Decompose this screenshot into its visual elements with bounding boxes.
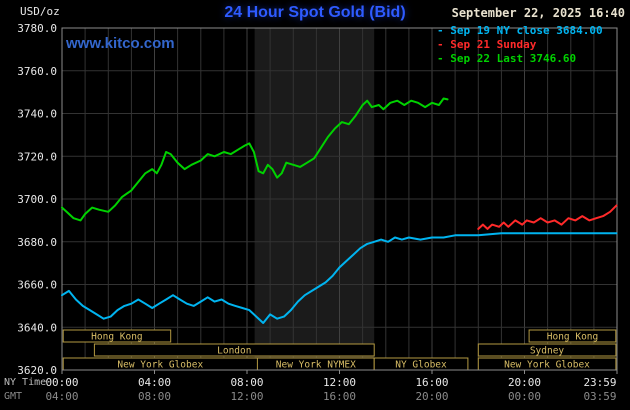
x-tick-label-gmt: 03:59 bbox=[583, 390, 616, 403]
session-label: New York NYMEX bbox=[276, 360, 356, 371]
session-box bbox=[477, 343, 617, 357]
page-title: 24 Hour Spot Gold (Bid) bbox=[224, 4, 406, 21]
y-tick-label: 3700.0 bbox=[17, 193, 57, 206]
ny-time-axis-caption: NY Time bbox=[4, 377, 47, 388]
session-box bbox=[93, 343, 375, 357]
legend-item-sep19: - Sep 19 NY close 3684.00 bbox=[437, 24, 603, 37]
x-tick-label-gmt: 00:00 bbox=[508, 390, 541, 403]
session-box bbox=[62, 329, 172, 343]
session-label: Sydney bbox=[530, 346, 565, 357]
price-line-sep-22-last bbox=[61, 97, 449, 222]
session-box bbox=[528, 329, 617, 343]
price-line-sep-19-ny-close bbox=[61, 232, 618, 324]
x-tick-label-gmt: 12:00 bbox=[230, 390, 263, 403]
x-tick-label-ny: 00:00 bbox=[45, 376, 78, 389]
y-tick-label: 3780.0 bbox=[17, 22, 57, 35]
kitco-watermark-link[interactable]: www.kitco.com bbox=[66, 35, 175, 52]
x-tick-label-gmt: 08:00 bbox=[138, 390, 171, 403]
x-tick-label-ny: 04:00 bbox=[138, 376, 171, 389]
legend-item-sep22: - Sep 22 Last 3746.60 bbox=[437, 52, 577, 65]
session-label: New York Globex bbox=[504, 360, 590, 371]
x-tick-label-gmt: 20:00 bbox=[415, 390, 448, 403]
price-line-sep-21-sunday bbox=[477, 204, 618, 230]
session-label: London bbox=[217, 346, 251, 357]
session-label: New York Globex bbox=[117, 360, 203, 371]
y-tick-label: 3740.0 bbox=[17, 108, 57, 121]
y-tick-label: 3660.0 bbox=[17, 279, 57, 292]
legend-item-sep21: - Sep 21 Sunday bbox=[437, 38, 537, 51]
x-tick-label-ny: 12:00 bbox=[323, 376, 356, 389]
x-tick-label-gmt: 16:00 bbox=[323, 390, 356, 403]
y-tick-label: 3680.0 bbox=[17, 236, 57, 249]
gmt-axis-caption: GMT bbox=[4, 391, 23, 402]
y-tick-label: 3620.0 bbox=[17, 364, 57, 377]
session-label: Hong Kong bbox=[91, 332, 142, 343]
x-tick-label-ny: 20:00 bbox=[508, 376, 541, 389]
y-tick-label: 3640.0 bbox=[17, 321, 57, 334]
session-label: NY Globex bbox=[395, 360, 447, 371]
unit-label: USD/oz bbox=[20, 5, 60, 18]
x-tick-label-ny: 23:59 bbox=[583, 376, 616, 389]
x-tick-label-gmt: 04:00 bbox=[45, 390, 78, 403]
y-tick-label: 3760.0 bbox=[17, 65, 57, 78]
datetime-label: September 22, 2025 16:40 bbox=[451, 6, 625, 20]
session-label: Hong Kong bbox=[547, 332, 598, 343]
y-tick-label: 3720.0 bbox=[17, 150, 57, 163]
x-tick-label-ny: 08:00 bbox=[230, 376, 263, 389]
x-tick-label-ny: 16:00 bbox=[415, 376, 448, 389]
legend: - Sep 19 NY close 3684.00 - Sep 21 Sunda… bbox=[437, 24, 603, 66]
